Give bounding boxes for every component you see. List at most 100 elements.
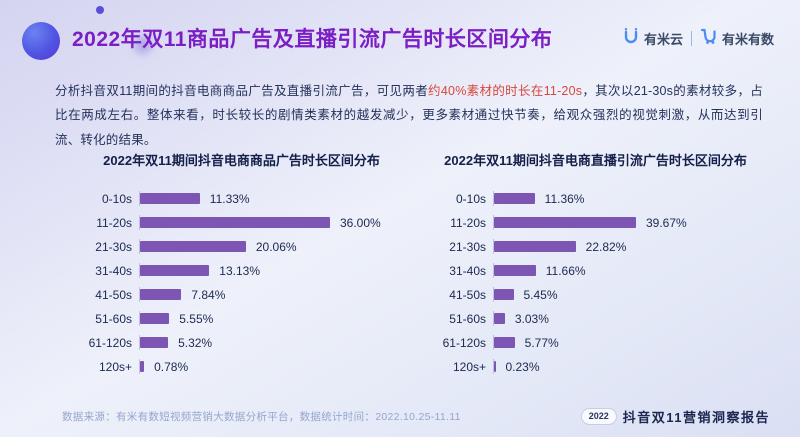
page-title: 2022年双11商品广告及直播引流广告时长区间分布	[72, 28, 553, 51]
category-label: 41-50s	[95, 287, 132, 302]
category-label: 11-20s	[450, 215, 486, 230]
chart-row: 11-20s 36.00%	[84, 215, 399, 230]
bar	[494, 313, 505, 324]
chart-product-ads-rows: 0-10s 11.33% 11-20s 36.00% 21-30s 20.06% 31-40…	[84, 191, 399, 374]
bar	[494, 289, 514, 300]
category-label: 31-40s	[449, 263, 486, 278]
value-label: 13.13%	[219, 263, 260, 278]
chart-live-ads-title: 2022年双11期间抖音电商直播引流广告时长区间分布	[444, 153, 747, 168]
chart-row: 11-20s 39.67%	[438, 215, 753, 230]
chart-row: 21-30s 22.82%	[438, 239, 753, 254]
data-source-note: 数据来源：有米有数短视频营销大数据分析平台，数据统计时间：2022.10.25-…	[62, 411, 461, 423]
bar-area	[139, 287, 182, 302]
youmiyoushu-cart-icon	[700, 27, 718, 50]
bar	[494, 193, 535, 204]
value-label: 7.84%	[191, 287, 226, 302]
bar-area	[493, 191, 535, 206]
summary-highlight: 约40%素材的时长在11-20s	[428, 84, 583, 98]
logo-divider	[690, 31, 692, 46]
category-label: 51-60s	[449, 311, 486, 326]
bar-area	[139, 191, 200, 206]
youmiyoushu-logo-label: 有米有数	[721, 32, 774, 47]
value-label: 0.23%	[505, 359, 540, 374]
value-label: 0.78%	[154, 359, 189, 374]
value-label: 5.77%	[524, 335, 559, 350]
category-label: 51-60s	[95, 311, 132, 326]
bar	[494, 217, 636, 228]
value-label: 11.33%	[209, 191, 250, 206]
youmiyoushu-logo: 有米有数	[700, 27, 774, 50]
chart-row: 61-120s 5.32%	[84, 335, 399, 350]
bar	[494, 361, 496, 372]
bar-area	[139, 263, 210, 278]
category-label: 61-120s	[442, 335, 486, 350]
youmiyun-logo-icon	[622, 27, 640, 50]
category-label: 21-30s	[449, 239, 486, 254]
value-label: 39.67%	[646, 215, 687, 230]
chart-row: 31-40s 11.66%	[438, 263, 753, 278]
chart-row: 0-10s 11.33%	[84, 191, 399, 206]
chart-row: 31-40s 13.13%	[84, 263, 399, 278]
bar	[140, 313, 170, 324]
chart-live-ads-rows: 0-10s 11.36% 11-20s 39.67% 21-30s 22.82% 31-40…	[438, 191, 753, 374]
chart-product-ads-title: 2022年双11期间抖音电商商品广告时长区间分布	[103, 153, 380, 168]
bar-area	[493, 311, 505, 326]
bar	[140, 217, 330, 228]
chart-row: 21-30s 20.06%	[84, 239, 399, 254]
category-label: 31-40s	[95, 263, 132, 278]
bar-area	[493, 215, 636, 230]
decor-dot-blurred	[134, 36, 152, 54]
value-label: 20.06%	[255, 239, 297, 254]
chart-row: 51-60s 5.55%	[84, 311, 399, 326]
bar-area	[139, 311, 170, 326]
value-label: 5.32%	[178, 335, 213, 350]
category-label: 0-10s	[101, 191, 132, 206]
youmiyun-logo: 有米云	[622, 27, 683, 50]
bar	[140, 337, 169, 348]
summary-text-1: 分析抖音双11期间的抖音电商商品广告及直播引流广告，可见两者	[55, 84, 429, 98]
chart-row: 120s+ 0.23%	[438, 359, 753, 374]
chart-row: 41-50s 5.45%	[438, 287, 753, 302]
youmiyun-logo-label: 有米云	[643, 32, 683, 47]
value-label: 5.45%	[523, 287, 558, 302]
bar	[494, 241, 576, 252]
chart-row: 51-60s 3.03%	[438, 311, 753, 326]
badge-report-title: 抖音双11营销洞察报告	[622, 410, 770, 425]
bar	[140, 361, 145, 372]
bar-area	[139, 359, 145, 374]
value-label: 5.55%	[179, 311, 214, 326]
bar-area	[493, 335, 515, 350]
bar	[494, 265, 536, 276]
value-label: 11.36%	[544, 191, 585, 206]
chart-row: 120s+ 0.78%	[84, 359, 399, 374]
bar	[140, 193, 200, 204]
bar	[140, 289, 182, 300]
bar-area	[493, 359, 496, 374]
bar-area	[139, 239, 246, 254]
bar	[494, 337, 515, 348]
category-label: 120s+	[452, 359, 486, 374]
chart-product-ads: 2022年双11期间抖音电商商品广告时长区间分布 0-10s 11.33% 11-2…	[84, 150, 399, 374]
value-label: 3.03%	[514, 311, 549, 326]
bar-area	[493, 287, 514, 302]
summary-text-2: ，其次以21-30s的素材较多，占比在两成左右。整体来看，时长较长的剧情类素材的…	[55, 84, 763, 147]
bar	[140, 265, 210, 276]
category-label: 120s+	[98, 359, 132, 374]
category-label: 21-30s	[95, 239, 132, 254]
decor-circle-large	[22, 22, 60, 60]
badge-year-pill: 2022	[580, 408, 617, 425]
category-label: 11-20s	[96, 215, 132, 230]
value-label: 11.66%	[545, 263, 586, 278]
category-label: 0-10s	[455, 191, 486, 206]
category-label: 61-120s	[88, 335, 132, 350]
bar-area	[139, 215, 330, 230]
bar-area	[493, 239, 576, 254]
brand-logos: 有米云 有米有数	[622, 27, 774, 50]
chart-row: 0-10s 11.36%	[438, 191, 753, 206]
bar-area	[139, 335, 169, 350]
chart-row: 61-120s 5.77%	[438, 335, 753, 350]
chart-live-ads: 2022年双11期间抖音电商直播引流广告时长区间分布 0-10s 11.36% 11…	[438, 150, 753, 374]
value-label: 22.82%	[585, 239, 627, 254]
report-badge: 2022 抖音双11营销洞察报告	[580, 407, 770, 426]
